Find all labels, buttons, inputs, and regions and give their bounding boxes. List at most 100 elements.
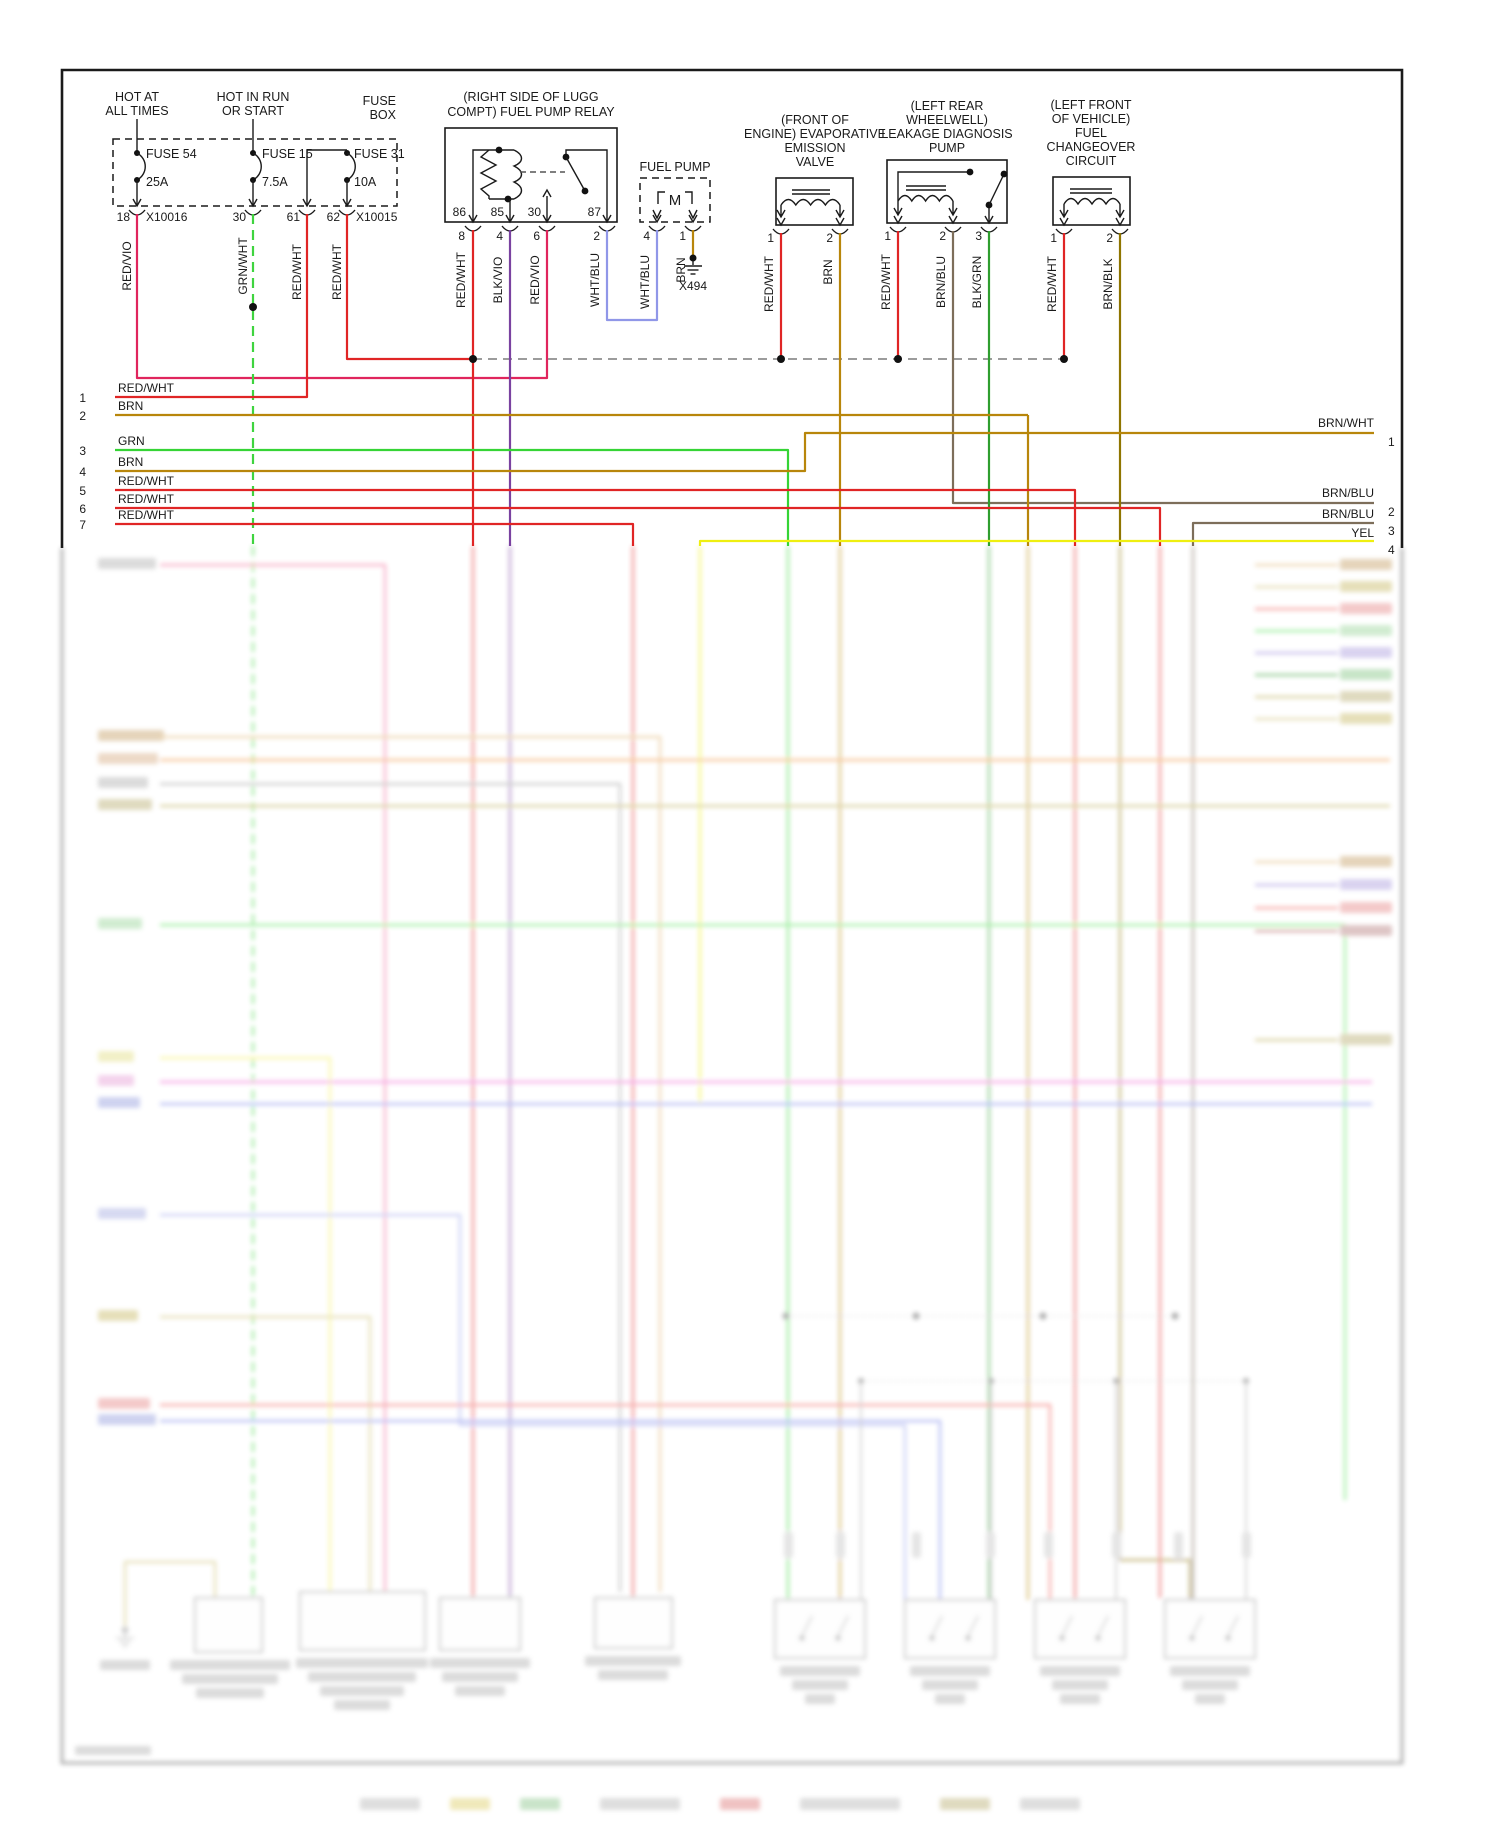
faded-label (98, 1097, 140, 1108)
faded-label (1340, 559, 1392, 570)
faded-label (98, 730, 164, 741)
faded-label (98, 799, 152, 810)
faded-label (334, 1700, 390, 1710)
faded-strip (600, 1798, 680, 1810)
faded-dot (1171, 1312, 1179, 1320)
faded-stub (912, 1532, 921, 1558)
leak-pump-box (886, 159, 1008, 224)
faded-wire (160, 563, 387, 1592)
evap-pin-2: 2 (826, 231, 833, 245)
grnwht-splice (249, 303, 257, 311)
relay-blade-bottom (581, 187, 589, 195)
leak-pin-1: 1 (884, 229, 891, 243)
diagram-border-top (60, 68, 1404, 548)
faded-label (792, 1680, 848, 1690)
faded-strip (940, 1798, 990, 1810)
faded-label (1170, 1666, 1250, 1676)
right-wire-1-num: 1 (1388, 435, 1395, 449)
faded-wire (160, 1315, 372, 1592)
left-wire-4-num: 4 (79, 465, 86, 479)
pin-18: 18 (117, 210, 131, 224)
wire-label-relay-blkvio: BLK/VIO (491, 257, 505, 304)
fuse31-rating: 10A (354, 175, 377, 189)
fuse-box (112, 138, 398, 207)
faded-border (60, 548, 1404, 1765)
faded-wire (160, 1403, 1052, 1600)
fuel-pump-box (639, 177, 711, 223)
connector-x10015: X10015 (356, 210, 398, 224)
leak-pin-2: 2 (939, 229, 946, 243)
co-pin-1: 1 (1050, 231, 1057, 245)
faded-label (98, 1310, 138, 1321)
wire-label-leak-brnblu: BRN/BLU (934, 256, 948, 308)
faded-strip (1020, 1798, 1080, 1810)
pin-30: 30 (233, 210, 247, 224)
relay-87-lead (565, 149, 608, 222)
faded-label (805, 1694, 835, 1704)
relay-coil (512, 149, 523, 200)
faded-label (98, 753, 158, 764)
pump-pin1-arrow (688, 209, 698, 220)
faded-stub (1044, 1532, 1053, 1558)
wire-label-pump-brn: BRN (674, 257, 688, 282)
wire-label-pump-whtblu: WHT/BLU (638, 255, 652, 309)
left-wire-6-num: 6 (79, 502, 86, 516)
right-wire-4-label: YEL (1351, 526, 1374, 540)
co-title-4: CHANGEOVER (1047, 140, 1136, 154)
wire6-redwht (115, 506, 1162, 546)
leak-pin1-arrow (893, 201, 903, 217)
faded-wire (160, 782, 622, 1592)
left-wire-5-num: 5 (79, 484, 86, 498)
faded-label (1340, 1034, 1392, 1045)
leak-pin1-connector (889, 215, 907, 233)
wire-label-co-brnblk: BRN/BLK (1101, 258, 1115, 309)
fuse15-name: FUSE 15 (262, 147, 313, 161)
faded-label (1340, 647, 1392, 658)
faded-label (1340, 902, 1392, 913)
left-wire-3-num: 3 (79, 444, 86, 458)
terminal-30: 30 (528, 205, 542, 219)
evap-title-1: (FRONT OF (781, 113, 849, 127)
faded-label (98, 918, 142, 929)
faded-label (1060, 1694, 1100, 1704)
leak-blade (988, 173, 1005, 206)
faded-dot (912, 1312, 920, 1320)
relay-pin-8: 8 (458, 229, 465, 243)
faded-dot (782, 1312, 790, 1320)
relay-title-1: (RIGHT SIDE OF LUGG (463, 90, 598, 104)
wire-label-evap-brn: BRN (821, 259, 835, 284)
faded-stub (784, 1532, 793, 1558)
wire-label-relay-redwht: RED/WHT (454, 251, 468, 308)
wire-label-evap-redwht: RED/WHT (762, 255, 776, 312)
wire-label-grnwht: GRN/WHT (236, 237, 250, 295)
faded-strip (720, 1798, 760, 1810)
faded-connector (194, 1597, 263, 1653)
leak-title-1: (LEFT REAR (911, 99, 984, 113)
leak-pin2-connector (944, 215, 962, 233)
evap-pin1-arrow (776, 205, 786, 219)
leak-pin2-arrow (948, 201, 958, 217)
faded-label (442, 1672, 518, 1682)
ground-x494: X494 (679, 279, 707, 293)
faded-connector (299, 1591, 426, 1651)
evap-pin-1: 1 (767, 231, 774, 245)
relay-pin-6: 6 (533, 229, 540, 243)
header-all-times: ALL TIMES (105, 104, 168, 118)
co-pin2-arrow (1115, 204, 1125, 219)
relay-30-arrow (542, 188, 552, 198)
leak-blade-top (1000, 170, 1008, 178)
faded-label (170, 1660, 290, 1670)
right-wire-4-num: 4 (1388, 543, 1395, 557)
left-wire-2-num: 2 (79, 409, 86, 423)
faded-label (320, 1686, 404, 1696)
leak-coil (897, 194, 954, 203)
co-pin2-connector (1111, 217, 1129, 235)
left-wire-3-label: GRN (118, 434, 145, 448)
fuse31-name: FUSE 31 (354, 147, 405, 161)
fuse-box-label-1: FUSE (363, 94, 396, 108)
faded-label (1340, 669, 1392, 680)
evap-pin2-connector (831, 217, 849, 235)
wire4-brn-to-brnwht (115, 431, 1374, 473)
